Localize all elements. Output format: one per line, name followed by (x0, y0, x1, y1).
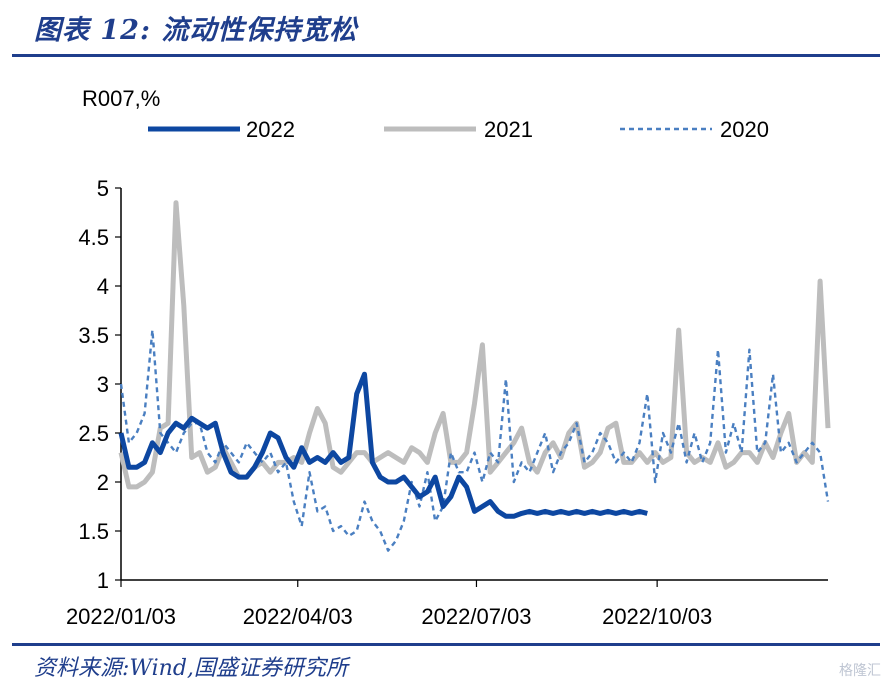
figure-title: 图表 12: 流动性保持宽松 (34, 15, 358, 46)
source-note: 资料来源:Wind,国盛证券研究所 (34, 656, 348, 681)
x-tick-label: 2022/01/03 (66, 604, 176, 629)
x-tick-label: 2022/04/03 (243, 604, 353, 629)
legend-label-2020: 2020 (720, 117, 769, 142)
bottom-divider (12, 643, 880, 646)
legend: 2022 2021 2020 (148, 117, 769, 142)
y-tick-label: 4 (97, 274, 109, 299)
x-tick-label: 2022/10/03 (602, 604, 712, 629)
y-tick-label: 1.5 (78, 519, 109, 544)
series-line-2022 (118, 371, 648, 519)
series-layer (118, 200, 831, 552)
y-tick-label: 3 (97, 372, 109, 397)
y-tick-label: 4.5 (78, 225, 109, 250)
y-tick-label: 2.5 (78, 421, 109, 446)
y-tick-label: 5 (97, 176, 109, 201)
axes: 5 4.5 4 3.5 3 2.5 2 1.5 1 2022/01/03 2022/04/03 202… (66, 176, 828, 629)
series-line-2020 (119, 328, 830, 552)
y-tick-label: 2 (97, 470, 109, 495)
legend-label-2022: 2022 (246, 117, 295, 142)
x-tick-label: 2022/07/03 (421, 604, 531, 629)
top-divider (12, 54, 880, 57)
legend-label-2021: 2021 (484, 117, 533, 142)
y-axis-unit-label: R007,% (82, 86, 160, 111)
y-tick-label: 3.5 (78, 323, 109, 348)
series-line-2021 (118, 200, 831, 490)
y-tick-label: 1 (97, 568, 109, 593)
watermark: 格隆汇 (839, 663, 881, 679)
